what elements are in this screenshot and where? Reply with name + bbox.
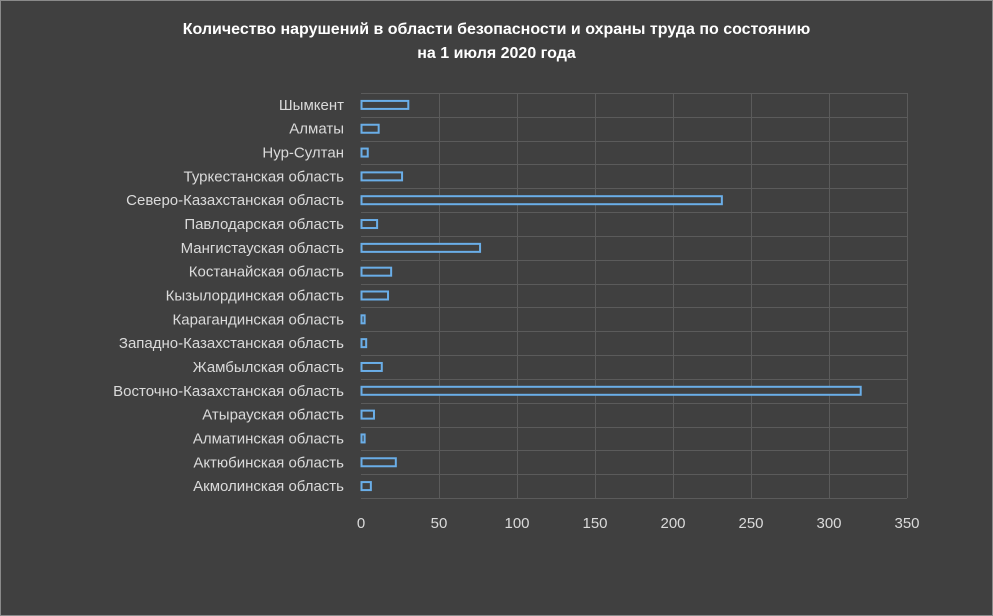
category-label: Северо-Казахстанская область [126, 192, 344, 209]
bar-15 [360, 433, 366, 444]
bar-14 [360, 409, 375, 420]
chart-title: Количество нарушений в области безопасно… [0, 18, 993, 66]
category-label: Западно-Казахстанская область [119, 335, 344, 352]
bar-13 [360, 385, 862, 396]
category-label: Актюбинская область [193, 454, 344, 471]
bar-8 [360, 266, 393, 277]
chart-title-line-1: Количество нарушений в области безопасно… [182, 21, 811, 38]
bar-17 [360, 481, 372, 492]
bar-10 [360, 314, 366, 325]
category-label: Алматы [289, 121, 344, 138]
bar-16 [360, 457, 397, 468]
x-tick-label: 200 [660, 515, 685, 532]
x-tick-label: 250 [738, 515, 763, 532]
category-label: Восточно-Казахстанская область [113, 383, 344, 400]
x-tick-labels: 0 50 100 150 200 250 300 350 [357, 515, 920, 532]
bars [360, 99, 862, 492]
category-label: Павлодарская область [184, 216, 344, 233]
bar-4 [360, 171, 404, 182]
category-label: Туркестанская область [184, 168, 345, 185]
category-label: Алматинская область [193, 430, 344, 447]
category-label: Акмолинская область [193, 478, 344, 495]
category-label: Костанайская область [189, 264, 344, 281]
category-labels: Шымкент Алматы Нур-Султан Туркестанская обл… [113, 97, 344, 495]
bar-9 [360, 290, 390, 301]
bar-12 [360, 361, 383, 372]
x-tick-label: 350 [894, 515, 919, 532]
bar-6 [360, 219, 379, 230]
x-tick-label: 50 [431, 515, 448, 532]
x-tick-label: 300 [816, 515, 841, 532]
bar-3 [360, 147, 369, 158]
bar-7 [360, 242, 482, 253]
category-label: Мангистауская область [181, 240, 345, 257]
bar-11 [360, 338, 368, 349]
bar-2 [360, 123, 380, 134]
chart-title-line-2: на 1 июля 2020 года [417, 45, 576, 62]
grid-lines [361, 93, 908, 499]
category-label: Атырауская область [202, 407, 344, 424]
x-tick-label: 100 [504, 515, 529, 532]
x-tick-label: 0 [357, 515, 365, 532]
bar-5 [360, 195, 723, 206]
bar-1 [360, 99, 410, 110]
category-label: Нур-Султан [262, 145, 344, 162]
category-label: Кызылординская область [166, 288, 345, 305]
category-label: Карагандинская область [172, 311, 344, 328]
x-tick-label: 150 [582, 515, 607, 532]
category-label: Шымкент [279, 97, 344, 114]
category-label: Жамбылская область [193, 359, 344, 376]
